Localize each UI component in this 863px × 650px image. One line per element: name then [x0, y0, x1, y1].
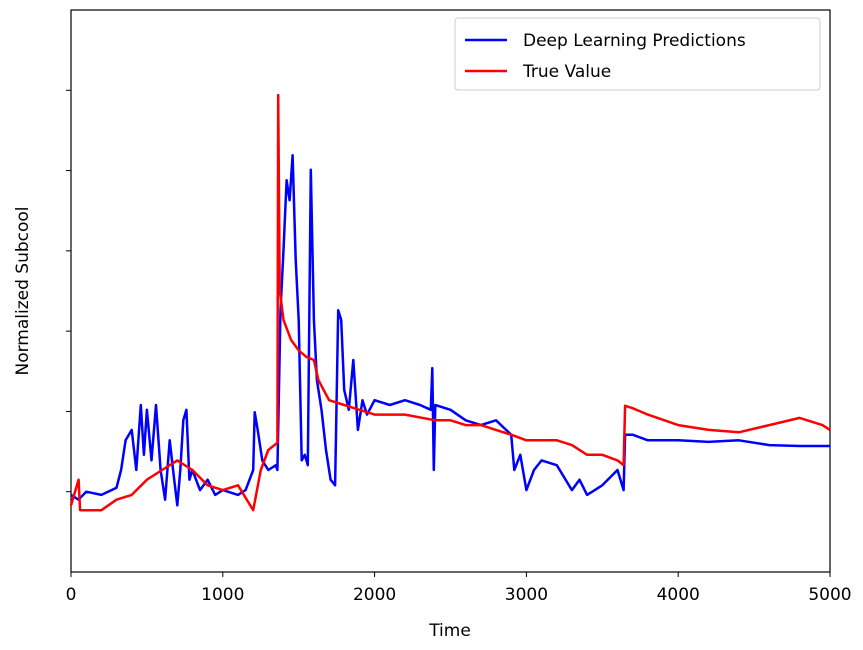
x-tick-label: 5000: [808, 585, 851, 605]
y-axis-label: Normalized Subcool: [13, 206, 33, 375]
x-tick-label: 3000: [505, 585, 548, 605]
series-line: [69, 93, 831, 512]
legend-label: Deep Learning Predictions: [523, 31, 746, 51]
legend-label: True Value: [522, 62, 611, 82]
legend-box: [454, 17, 821, 91]
x-axis-label: Time: [428, 621, 471, 641]
x-tick-label: 2000: [353, 585, 396, 605]
x-tick-label: 1000: [201, 585, 244, 605]
x-tick-label: 0: [66, 585, 77, 605]
plot-frame: [70, 9, 831, 573]
x-tick-label: 4000: [657, 585, 700, 605]
series-line: [70, 154, 830, 507]
